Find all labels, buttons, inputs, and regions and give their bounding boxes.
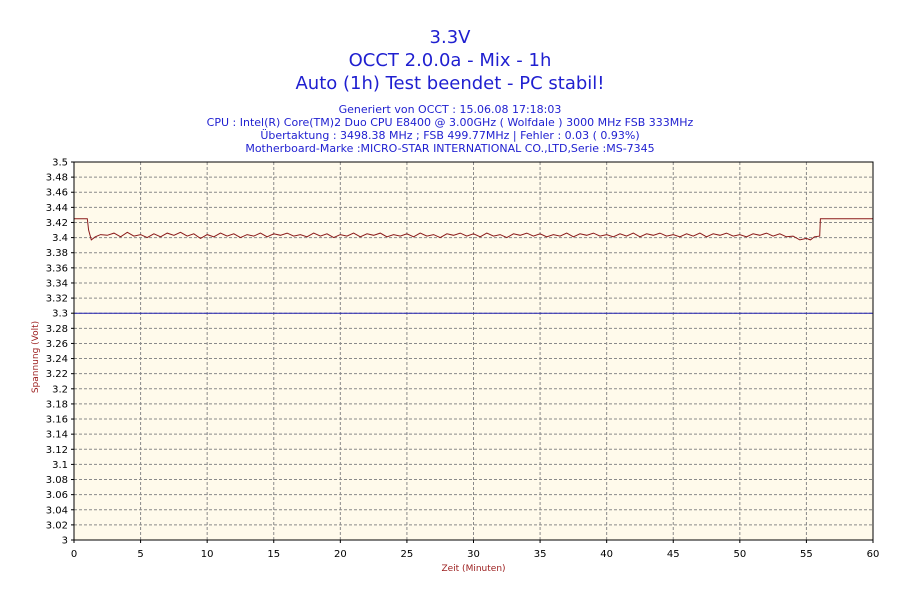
y-tick-label: 3.46 — [46, 188, 68, 199]
y-axis-label: Spannung (Volt) — [31, 321, 41, 393]
x-tick-label: 5 — [137, 549, 143, 560]
x-tick-label: 50 — [733, 549, 746, 560]
x-tick-label: 0 — [71, 549, 77, 560]
y-axis-ticks: 3 3.02 3.04 3.06 3.08 3.1 3.12 3.14 3.16 3.18 3.2 3… — [46, 158, 74, 547]
x-tick-label: 25 — [401, 549, 414, 560]
y-tick-label: 3.28 — [46, 324, 68, 335]
x-tick-label: 35 — [534, 549, 547, 560]
x-tick-label: 40 — [600, 549, 613, 560]
y-tick-label: 3.14 — [46, 430, 68, 441]
y-tick-label: 3.02 — [46, 520, 68, 531]
x-tick-label: 45 — [667, 549, 680, 560]
y-tick-label: 3.04 — [46, 505, 68, 516]
y-tick-label: 3.08 — [46, 475, 68, 486]
y-tick-label: 3.18 — [46, 399, 68, 410]
chart-title-line-3: Auto (1h) Test beendet - PC stabil! — [295, 73, 605, 94]
y-tick-label: 3.24 — [46, 354, 68, 365]
x-tick-label: 30 — [467, 549, 480, 560]
y-tick-label: 3.44 — [46, 203, 68, 214]
y-tick-label: 3.06 — [46, 490, 68, 501]
series-line-voltage — [74, 218, 873, 241]
x-tick-label: 60 — [867, 549, 880, 560]
y-tick-label: 3.2 — [52, 384, 68, 395]
x-tick-label: 15 — [267, 549, 280, 560]
x-axis-label: Zeit (Minuten) — [441, 564, 505, 574]
y-tick-label: 3.22 — [46, 369, 68, 380]
y-tick-label: 3.4 — [52, 233, 68, 244]
y-tick-label: 3.42 — [46, 218, 68, 229]
y-tick-label: 3.32 — [46, 294, 68, 305]
y-tick-label: 3.48 — [46, 173, 68, 184]
y-tick-label: 3.16 — [46, 415, 68, 426]
chart-info-overclock: Übertaktung : 3498.38 MHz ; FSB 499.77MH… — [260, 129, 640, 142]
chart-info-cpu: CPU : Intel(R) Core(TM)2 Duo CPU E8400 @… — [206, 116, 694, 129]
chart-title-line-1: 3.3V — [429, 27, 471, 48]
plot-frame — [73, 161, 874, 541]
y-tick-label: 3.3 — [52, 309, 68, 320]
x-axis-ticks: 0 5 10 15 20 25 30 35 40 45 50 55 60 — [71, 540, 880, 560]
grid-lines — [74, 162, 873, 540]
y-tick-label: 3.1 — [52, 460, 68, 471]
y-tick-label: 3.38 — [46, 248, 68, 259]
chart-title-line-2: OCCT 2.0.0a - Mix - 1h — [348, 50, 552, 71]
x-tick-label: 55 — [800, 549, 813, 560]
x-tick-label: 10 — [201, 549, 214, 560]
chart-info-generated: Generiert von OCCT : 15.06.08 17:18:03 — [338, 103, 562, 116]
y-tick-label: 3.5 — [52, 158, 68, 169]
y-tick-label: 3.26 — [46, 339, 68, 350]
y-tick-label: 3.12 — [46, 445, 68, 456]
y-tick-label: 3.34 — [46, 278, 68, 289]
chart-info-motherboard: Motherboard-Marke :MICRO-STAR INTERNATIO… — [245, 142, 655, 155]
y-tick-label: 3.36 — [46, 263, 68, 274]
x-tick-label: 20 — [334, 549, 347, 560]
y-tick-label: 3 — [62, 536, 68, 547]
